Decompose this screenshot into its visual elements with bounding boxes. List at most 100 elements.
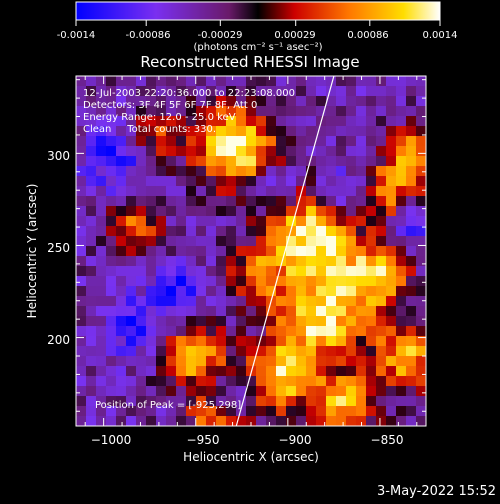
heatmap-cell: [236, 336, 247, 347]
heatmap-cell: [266, 116, 277, 127]
heatmap-cell: [106, 216, 117, 227]
heatmap-cell: [116, 216, 127, 227]
heatmap-cell: [136, 256, 147, 267]
heatmap-cell: [236, 196, 247, 207]
heatmap-cell: [226, 156, 237, 167]
heatmap-cell: [296, 346, 307, 357]
heatmap-cell: [306, 106, 317, 117]
heatmap-cell: [336, 266, 347, 277]
heatmap-cell: [146, 206, 157, 217]
heatmap-cell: [336, 226, 347, 237]
heatmap-cell: [236, 96, 247, 107]
heatmap-cell: [336, 186, 347, 197]
heatmap-cell: [326, 246, 337, 257]
heatmap-cell: [216, 416, 227, 426]
heatmap-cell: [246, 146, 257, 157]
heatmap-cell: [306, 266, 317, 277]
heatmap-cell: [196, 116, 207, 127]
heatmap-cell: [406, 156, 417, 167]
colorbar-tick-2: -0.00029: [198, 30, 243, 41]
heatmap-cell: [396, 236, 407, 247]
heatmap-cell: [306, 396, 317, 407]
heatmap-cell: [186, 186, 197, 197]
heatmap-cell: [86, 166, 97, 177]
heatmap-cell: [156, 246, 167, 257]
heatmap-cell: [316, 216, 327, 227]
heatmap-cell: [356, 416, 367, 426]
heatmap-cell: [396, 336, 407, 347]
heatmap-cell: [226, 106, 237, 117]
heatmap-cell: [386, 356, 397, 367]
heatmap-cell: [326, 236, 337, 247]
heatmap-cell: [166, 276, 177, 287]
heatmap-cell: [176, 346, 187, 357]
heatmap-cell: [76, 96, 87, 107]
heatmap-cell: [366, 276, 377, 287]
heatmap-cell: [136, 346, 147, 357]
heatmap-cell: [166, 336, 177, 347]
heatmap-cell: [276, 76, 287, 87]
heatmap-cell: [366, 366, 377, 377]
heatmap-cell: [206, 126, 217, 137]
heatmap-cell: [306, 326, 317, 337]
heatmap-cell: [396, 316, 407, 327]
heatmap-cell: [116, 416, 127, 426]
heatmap-cell: [386, 286, 397, 297]
heatmap-cell: [176, 416, 187, 426]
heatmap-cell: [316, 266, 327, 277]
heatmap-cell: [256, 176, 267, 187]
heatmap-cell: [376, 296, 387, 307]
heatmap-cell: [396, 156, 407, 167]
heatmap-cell: [96, 406, 107, 417]
heatmap-cell: [176, 196, 187, 207]
heatmap-cell: [406, 396, 417, 407]
heatmap-cell: [166, 306, 177, 317]
heatmap-cell: [86, 136, 97, 147]
heatmap-cell: [336, 286, 347, 297]
heatmap-cell: [96, 76, 107, 87]
heatmap-cell: [366, 246, 377, 257]
heatmap-cell: [346, 136, 357, 147]
heatmap-cell: [236, 226, 247, 237]
heatmap-cell: [346, 376, 357, 387]
heatmap-cell: [396, 376, 407, 387]
heatmap-cell: [226, 176, 237, 187]
heatmap-cell: [76, 226, 87, 237]
heatmap-cell: [376, 146, 387, 157]
heatmap-cell: [266, 126, 277, 137]
heatmap-cell: [196, 306, 207, 317]
heatmap-cell: [286, 346, 297, 357]
heatmap-cell: [326, 186, 337, 197]
heatmap-cell: [286, 326, 297, 337]
heatmap-cell: [246, 386, 257, 397]
heatmap-cell: [296, 276, 307, 287]
heatmap-cell: [336, 276, 347, 287]
heatmap-cell: [366, 186, 377, 197]
heatmap-cell: [156, 356, 167, 367]
heatmap-cell: [396, 206, 407, 217]
heatmap-cell: [136, 306, 147, 317]
heatmap-cell: [296, 136, 307, 147]
heatmap-cell: [186, 306, 197, 317]
heatmap-cell: [386, 366, 397, 377]
heatmap-cell: [176, 406, 187, 417]
heatmap-cell: [346, 126, 357, 137]
heatmap-cell: [406, 76, 417, 87]
heatmap-cell: [216, 356, 227, 367]
heatmap-cell: [346, 226, 357, 237]
heatmap-cell: [136, 96, 147, 107]
heatmap-cell: [376, 116, 387, 127]
heatmap-cell: [416, 236, 426, 247]
heatmap-cell: [146, 416, 157, 426]
heatmap-cell: [326, 396, 337, 407]
heatmap-cell: [356, 386, 367, 397]
heatmap-cell: [396, 226, 407, 237]
heatmap-cell: [236, 316, 247, 327]
heatmap-cell: [126, 126, 137, 137]
heatmap-cell: [326, 206, 337, 217]
heatmap-cell: [326, 406, 337, 417]
heatmap-cell: [316, 96, 327, 107]
heatmap-cell: [106, 116, 117, 127]
heatmap-cell: [246, 396, 257, 407]
heatmap-cell: [166, 226, 177, 237]
